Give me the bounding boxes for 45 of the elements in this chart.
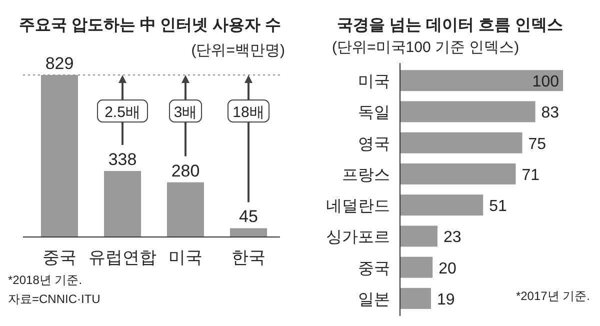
annotation: *2017년 기준.	[516, 289, 590, 303]
data-label: 75	[528, 136, 546, 153]
data-label: 280	[171, 161, 200, 180]
x-tick-label: 한국	[232, 248, 266, 267]
bar	[400, 70, 563, 92]
bar	[400, 226, 438, 247]
data-label: 83	[541, 104, 560, 122]
x-tick-label: 유럽연합	[88, 248, 156, 267]
text: *2018년 기준.	[8, 273, 82, 287]
y-tick-label: 프랑스	[342, 166, 390, 184]
bar	[400, 163, 516, 184]
data-label: 71	[522, 166, 540, 184]
text: 자료=CNNIC·ITU	[8, 292, 100, 306]
bar	[400, 101, 536, 122]
y-tick-label: 일본	[358, 291, 390, 308]
bar	[104, 170, 141, 237]
data-label: 20	[438, 260, 456, 278]
bar	[400, 132, 522, 154]
data-label: 829	[45, 54, 74, 73]
bar	[230, 228, 267, 237]
data-label: 23	[443, 229, 462, 246]
annotation: 2.5배	[104, 104, 140, 121]
chart-subtitle: (단위=백만명)	[191, 42, 286, 59]
chart-title: 주요국 압도하는 中 인터넷 사용자 수	[18, 16, 282, 34]
y-tick-label: 영국	[358, 136, 390, 153]
y-tick-label: 네덜란드	[326, 198, 390, 216]
bar	[400, 288, 431, 309]
chart-subtitle: (단위=미국100 기준 인덱스)	[332, 39, 520, 56]
data-label: 51	[489, 198, 508, 216]
y-tick-label: 미국	[358, 74, 390, 91]
bar	[41, 75, 78, 237]
data-label: 19	[436, 291, 455, 308]
y-tick-label: 싱가포르	[326, 229, 390, 246]
bar	[400, 256, 433, 278]
data-label: 338	[108, 150, 137, 169]
chart-title: 국경을 넘는 데이터 흐름 인덱스	[337, 17, 563, 34]
annotation: 3배	[174, 104, 198, 121]
data-label: 100	[532, 74, 560, 91]
annotation: 18배	[232, 104, 264, 121]
x-tick-label: 미국	[168, 248, 202, 267]
x-tick-label: 중국	[42, 248, 76, 267]
data-label: 45	[239, 207, 258, 226]
y-tick-label: 독일	[358, 104, 390, 122]
bar	[400, 194, 484, 216]
bar	[167, 182, 204, 237]
